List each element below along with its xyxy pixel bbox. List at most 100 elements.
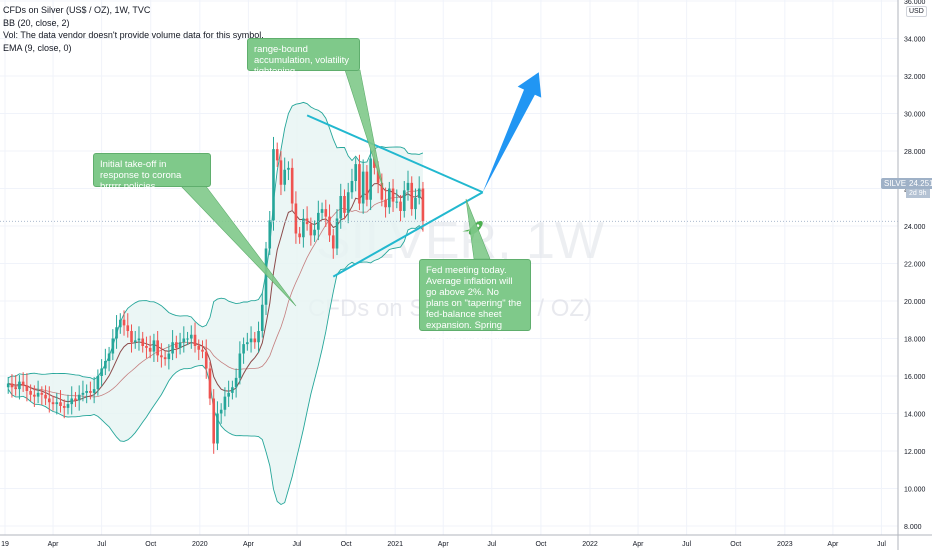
candle: [6, 376, 10, 394]
candle-body: [141, 338, 145, 346]
candle-body: [18, 381, 21, 390]
candle-body: [171, 342, 174, 354]
candle: [141, 331, 145, 353]
candle: [66, 394, 70, 415]
candle: [36, 380, 40, 404]
x-tick-label: Jul: [682, 541, 691, 548]
candle: [361, 159, 365, 214]
candle-body: [115, 327, 118, 339]
candle-body: [10, 383, 14, 388]
candle: [118, 313, 122, 334]
candle-body: [107, 353, 111, 361]
candle-body: [339, 196, 343, 219]
breakout-arrow: [482, 72, 542, 193]
candle-body: [100, 368, 103, 376]
candle: [358, 154, 361, 211]
candle-body: [395, 201, 399, 203]
legend-ema[interactable]: EMA (9, close, 0): [3, 42, 72, 53]
candle: [417, 176, 421, 205]
legend-vol[interactable]: Vol: The data vendor doesn't provide vol…: [3, 30, 264, 40]
candle: [208, 361, 212, 406]
y-tick-label: 22.000: [904, 262, 926, 269]
candle-body: [391, 188, 395, 202]
candle-body: [410, 182, 414, 210]
y-tick-label: 24.000: [904, 224, 926, 231]
candle: [40, 386, 44, 406]
candle: [107, 346, 111, 372]
candle: [33, 385, 36, 407]
candle-body: [163, 357, 167, 360]
candle-body: [219, 409, 223, 414]
symbol-tag: SILVER: [881, 178, 915, 189]
candle: [167, 344, 171, 370]
price-tag: 24.251: [906, 178, 932, 189]
x-tick-label: Apr: [48, 541, 60, 548]
candle-body: [189, 334, 193, 339]
candle: [234, 368, 238, 398]
candle-body: [47, 398, 51, 403]
candle-body: [145, 346, 148, 348]
candle: [70, 386, 74, 415]
currency-label: USD: [906, 6, 927, 17]
candle: [302, 209, 305, 248]
candle-body: [21, 381, 25, 386]
candle-body: [238, 353, 242, 378]
legend: CFDs on Silver (US$ / OZ), 1W, TVC BB (2…: [3, 4, 264, 54]
callout-accumulation[interactable]: range-bound accumulation, volatility tig…: [247, 38, 360, 77]
candle: [152, 333, 156, 362]
candle-body: [204, 351, 208, 369]
candle: [346, 182, 350, 224]
candle-body: [249, 338, 253, 343]
candle-body: [335, 218, 339, 249]
candle-body: [320, 209, 324, 213]
candle-body: [399, 201, 402, 211]
x-tick-label: Apr: [827, 541, 839, 548]
candle-body: [260, 304, 264, 331]
y-tick-label: 28.000: [904, 149, 926, 156]
callout-fed-meeting[interactable]: Fed meeting today. Average inflation wil…: [419, 259, 531, 342]
time-axis: 19 Apr Jul Oct 2020 Apr Jul Oct 2021 Apr Jul Oct 202…: [0, 534, 932, 548]
candle-body: [421, 188, 425, 222]
candle: [201, 340, 204, 359]
candle-body: [208, 368, 212, 399]
candle-body: [118, 319, 122, 328]
x-tick-label: 2021: [387, 541, 403, 548]
candle: [410, 176, 414, 216]
candle: [122, 310, 126, 336]
candle: [18, 375, 21, 400]
candle: [320, 202, 324, 220]
candle-body: [156, 340, 159, 356]
candle: [62, 399, 66, 419]
x-tick-label: Oct: [341, 541, 352, 548]
bollinger-bands: [7, 101, 424, 506]
candle: [391, 179, 395, 212]
legend-bb[interactable]: BB (20, close, 2): [3, 17, 70, 28]
candle-body: [89, 391, 92, 393]
candle-body: [152, 340, 156, 352]
candle-body: [59, 402, 62, 406]
candle-body: [328, 216, 331, 236]
candle: [350, 168, 354, 199]
candle: [279, 151, 283, 196]
candle-body: [302, 218, 305, 238]
candle-body: [414, 197, 417, 210]
candle: [287, 161, 290, 181]
callout-takeoff[interactable]: Initial take-off in response to corona b…: [93, 153, 211, 192]
candle-body: [350, 181, 354, 193]
candle: [92, 376, 96, 404]
candle: [189, 325, 193, 349]
candle: [260, 292, 264, 338]
candle-body: [365, 171, 369, 200]
candle: [14, 375, 17, 396]
y-tick-label: 20.000: [904, 299, 926, 306]
candle: [115, 315, 118, 349]
candle: [264, 241, 268, 316]
x-tick-label: Apr: [243, 541, 255, 548]
candle-body: [137, 338, 141, 341]
candle-body: [81, 392, 85, 395]
candle: [81, 380, 85, 402]
bb-upper: [7, 101, 424, 381]
candle: [395, 189, 399, 209]
candle-body: [175, 342, 178, 348]
